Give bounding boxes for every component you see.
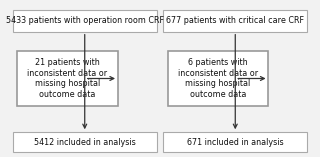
- FancyBboxPatch shape: [163, 132, 308, 152]
- FancyBboxPatch shape: [17, 51, 118, 106]
- Text: 677 patients with critical care CRF: 677 patients with critical care CRF: [166, 16, 304, 25]
- FancyBboxPatch shape: [163, 10, 308, 32]
- Text: 5412 included in analysis: 5412 included in analysis: [34, 138, 136, 147]
- Text: 21 patients with
inconsistent data or
missing hospital
outcome data: 21 patients with inconsistent data or mi…: [28, 58, 108, 99]
- FancyBboxPatch shape: [12, 10, 157, 32]
- Text: 671 included in analysis: 671 included in analysis: [187, 138, 284, 147]
- FancyBboxPatch shape: [168, 51, 268, 106]
- FancyBboxPatch shape: [12, 132, 157, 152]
- Text: 6 patients with
inconsistent data or
missing hospital
outcome data: 6 patients with inconsistent data or mis…: [178, 58, 258, 99]
- Text: 5433 patients with operation room CRF: 5433 patients with operation room CRF: [6, 16, 164, 25]
